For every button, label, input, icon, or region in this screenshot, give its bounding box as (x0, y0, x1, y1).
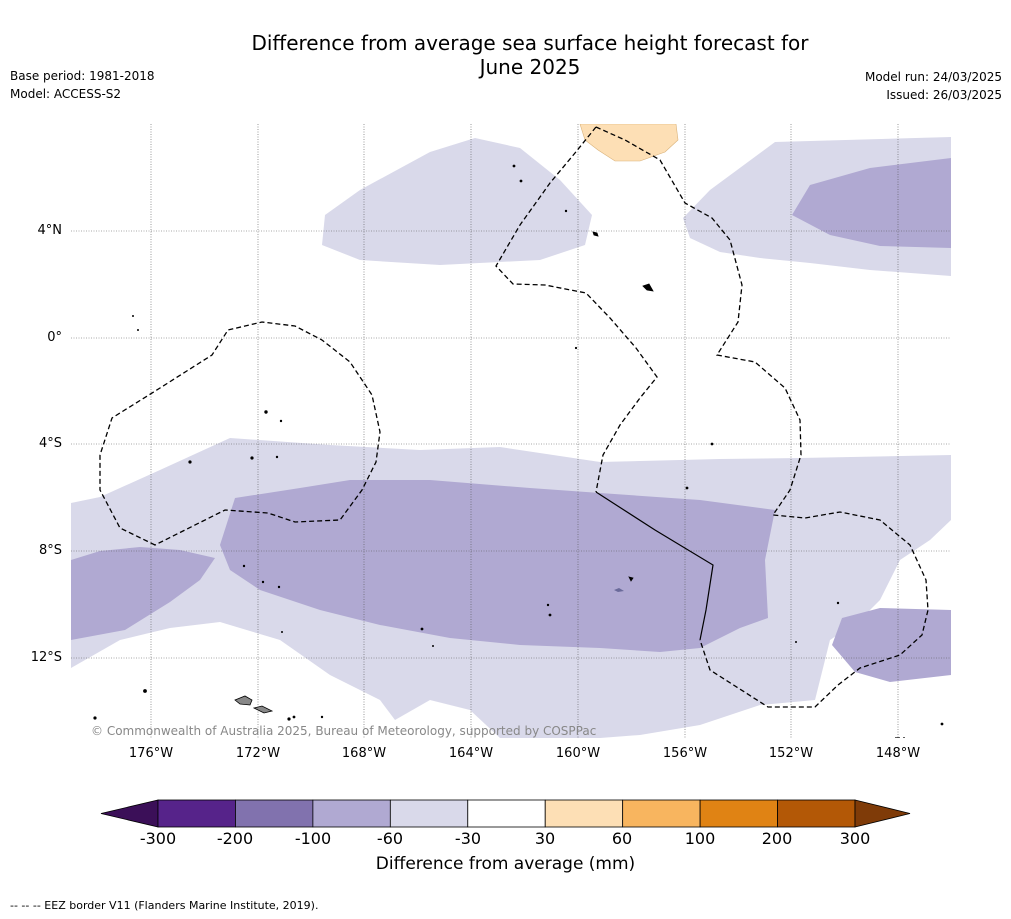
colorbar-segment (544, 799, 624, 828)
anomaly-region-medium (71, 547, 215, 640)
base-period-label: Base period: 1981-2018 (10, 69, 155, 83)
lon-label-168w: 168°W (341, 746, 387, 761)
anomaly-region-medium (220, 480, 775, 652)
colorbar-segment (312, 799, 391, 828)
gridlines (71, 124, 951, 738)
lat-label-4n: 4°N (37, 223, 63, 238)
solid-borders (595, 491, 714, 641)
colorbar-segment (467, 799, 546, 828)
colorbar-tick: 200 (761, 829, 793, 848)
anomaly-field (71, 124, 951, 738)
colorbar-segment (777, 799, 856, 828)
colorbar-segment (157, 799, 236, 828)
meta-right: Model run: 24/03/2025 Issued: 26/03/2025 (865, 68, 1002, 104)
colorbar-tick: 60 (611, 829, 633, 848)
colorbar (100, 799, 911, 828)
colorbar-tick: -30 (454, 829, 482, 848)
eez-borders (99, 126, 929, 738)
eez-border (595, 126, 929, 708)
colorbar-tick: -300 (139, 829, 177, 848)
small-island-icon (614, 588, 624, 592)
lon-label-152w: 152°W (768, 746, 814, 761)
model-run-label: Model run: 24/03/2025 (864, 70, 1002, 84)
lon-label-164w: 164°W (448, 746, 494, 761)
colorbar-segment (622, 799, 701, 828)
colorbar-tick: -100 (294, 829, 332, 848)
islands (93, 164, 944, 726)
lon-label-172w: 172°W (235, 746, 281, 761)
colorbar-tick: -60 (376, 829, 404, 848)
colorbar-extend-high (854, 799, 911, 828)
copyright-text: © Commonwealth of Australia 2025, Bureau… (91, 724, 597, 738)
colorbar-tick: 100 (684, 829, 716, 848)
colorbar-title: Difference from average (mm) (375, 854, 636, 874)
colorbar-tick: 300 (839, 829, 871, 848)
samoa-island-icon (252, 705, 274, 714)
title-line-2: June 2025 (479, 55, 581, 79)
colorbar-extend-low (100, 799, 159, 828)
anomaly-region-medium (792, 158, 951, 248)
lon-label-160w: 160°W (555, 746, 601, 761)
lat-label-12s: 12°S (30, 650, 62, 665)
lon-label-176w: 176°W (128, 746, 174, 761)
samoa-island-icon (234, 695, 253, 706)
lat-label-8s: 8°S (38, 543, 62, 558)
lat-label-4s: 4°S (38, 436, 62, 451)
colorbar-tick: 30 (534, 829, 556, 848)
title-line-1: Difference from average sea surface heig… (251, 31, 809, 55)
eez-border (495, 126, 658, 493)
meta-left: Base period: 1981-2018 Model: ACCESS-S2 (10, 67, 155, 103)
eez-border (99, 321, 381, 546)
map-title: Difference from average sea surface heig… (230, 31, 830, 79)
colorbar-segment (699, 799, 778, 828)
lat-label-0: 0° (47, 330, 62, 345)
anomaly-region-light (322, 138, 592, 265)
model-label: Model: ACCESS-S2 (10, 87, 122, 101)
colorbar-tick: -200 (216, 829, 254, 848)
footer-legend: -- -- -- EEZ border V11 (Flanders Marine… (10, 899, 319, 912)
anomaly-region-medium (832, 608, 951, 682)
lon-label-156w: 156°W (662, 746, 708, 761)
issued-label: Issued: 26/03/2025 (886, 88, 1002, 102)
colorbar-segment (235, 799, 314, 828)
colorbar-segment (389, 799, 469, 828)
lon-label-148w: 148°W (875, 746, 921, 761)
